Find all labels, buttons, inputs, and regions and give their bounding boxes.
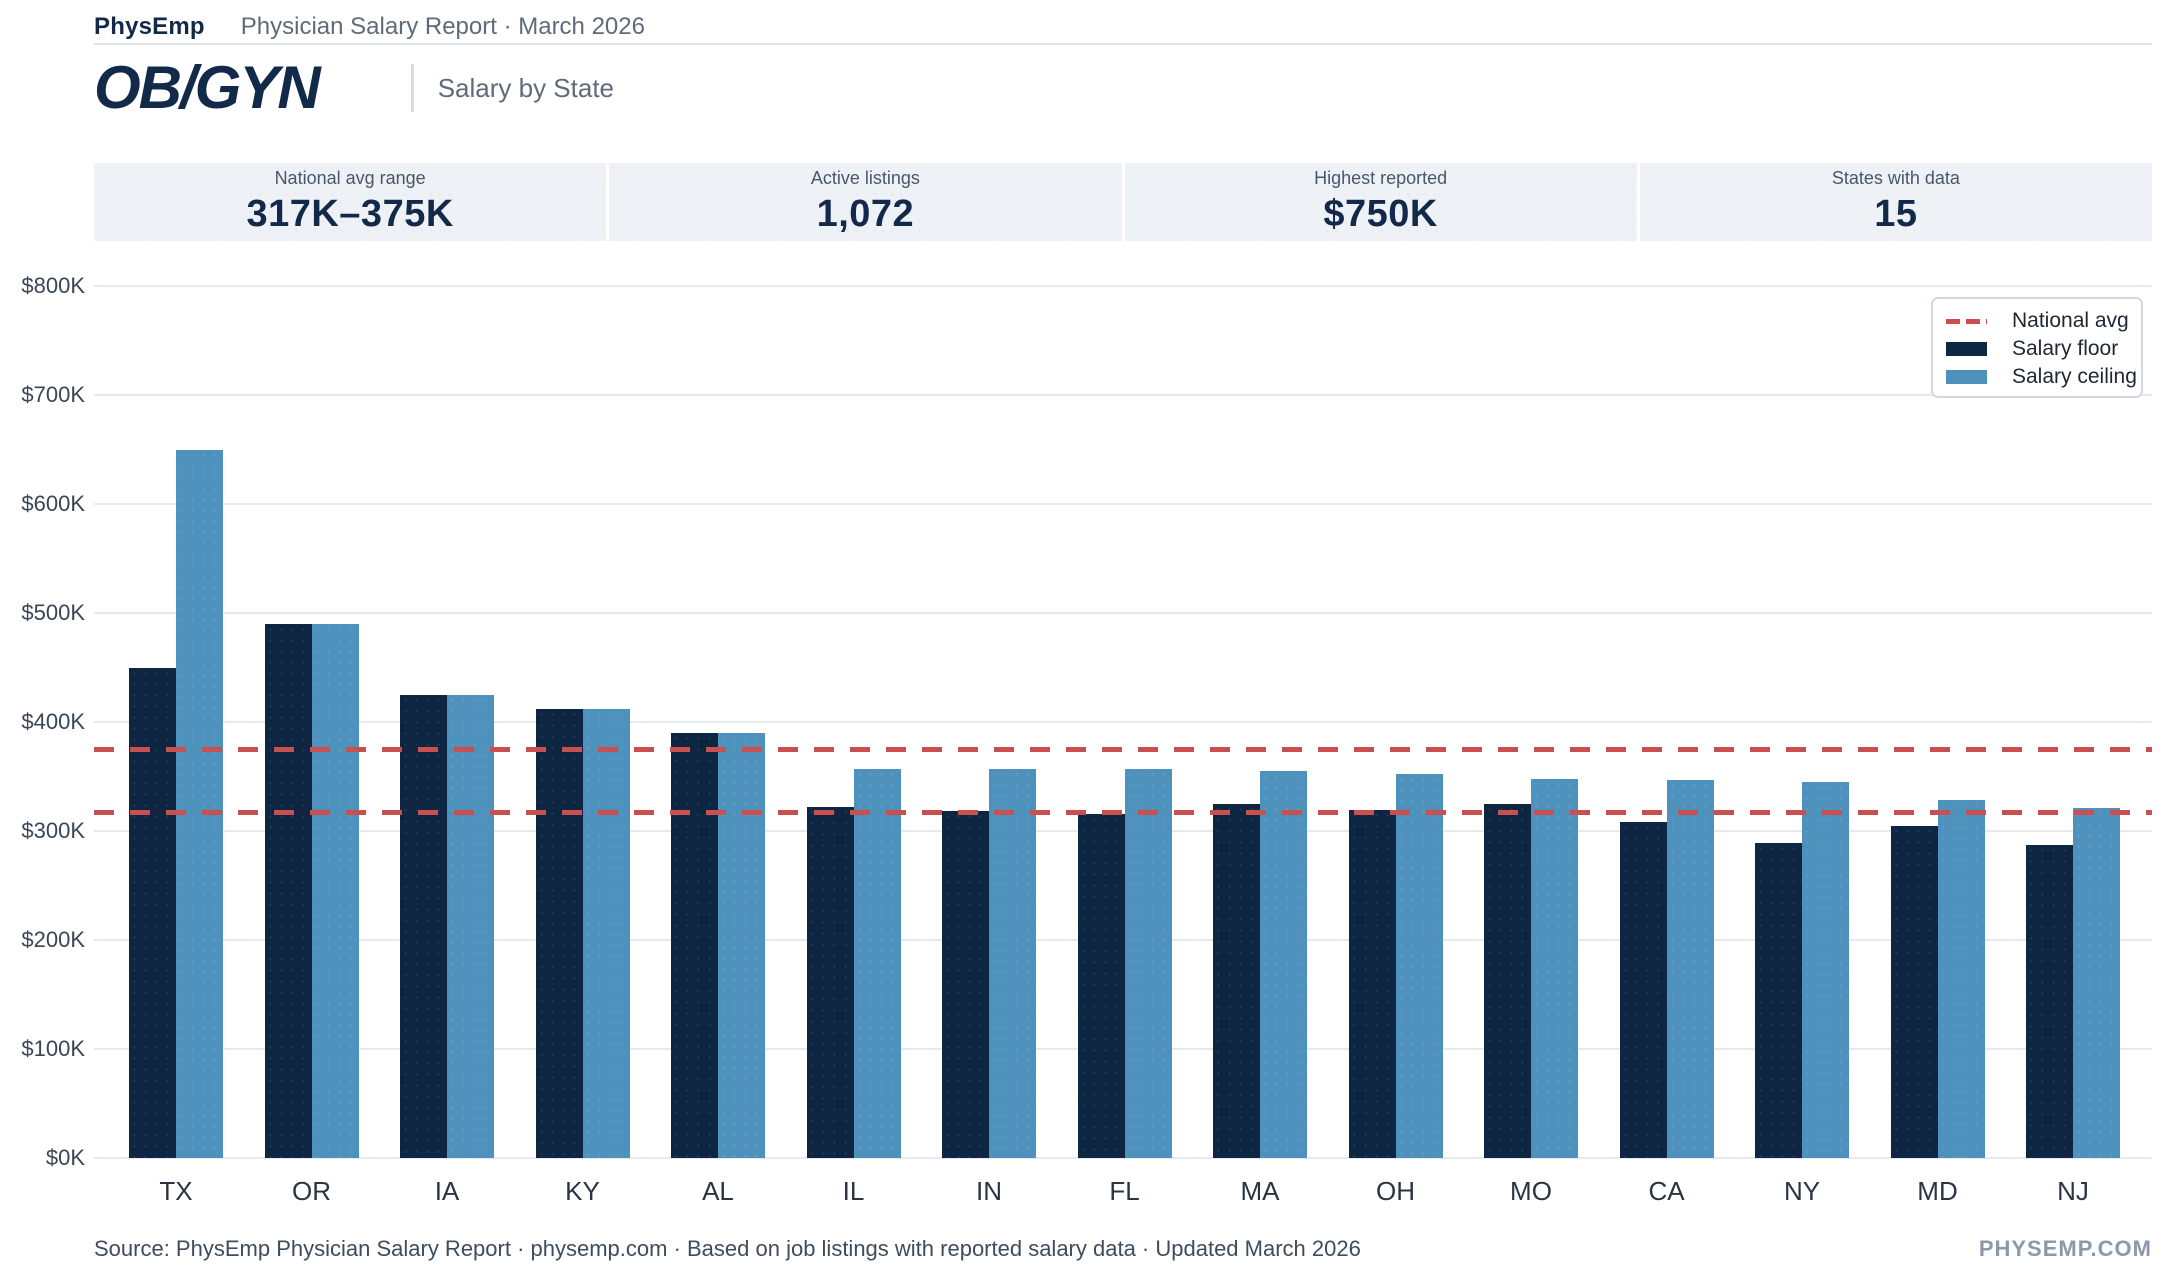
bar-salary-ceiling-CA bbox=[1666, 779, 1714, 1158]
legend-label: Salary ceiling bbox=[2012, 365, 2137, 388]
y-tick-label-600k: $600K bbox=[21, 491, 85, 516]
report-subtitle: Physician Salary Report · March 2026 bbox=[240, 12, 645, 40]
y-tick-label-400k: $400K bbox=[21, 709, 85, 734]
gridline-400k bbox=[94, 721, 2152, 723]
stat-states-with-data: States with data 15 bbox=[1639, 163, 2152, 241]
bar-salary-ceiling-NJ bbox=[2073, 808, 2120, 1158]
legend-item-salary-ceiling: Salary ceiling bbox=[1946, 363, 2141, 391]
gridline-800k bbox=[94, 285, 2152, 287]
bar-salary-floor-IN bbox=[942, 811, 989, 1158]
stat-label: Highest reported bbox=[1314, 168, 1448, 188]
bar-salary-floor-IL bbox=[806, 807, 854, 1158]
x-tick-label-KY: KY bbox=[565, 1176, 600, 1206]
bar-salary-floor-NJ bbox=[2026, 845, 2073, 1158]
stat-value: 1,072 bbox=[816, 193, 915, 235]
bar-salary-ceiling-IA bbox=[447, 694, 494, 1158]
bar-salary-ceiling-MA bbox=[1260, 771, 1307, 1158]
x-tick-label-NY: NY bbox=[1783, 1176, 1821, 1206]
x-tick-label-IL: IL bbox=[842, 1176, 865, 1206]
legend-item-national-avg: National avg bbox=[1946, 307, 2141, 335]
y-tick-label-500k: $500K bbox=[21, 600, 85, 625]
page-title-specialty: OB/GYN bbox=[94, 54, 321, 121]
title-row: OB/GYN Salary by State bbox=[94, 56, 614, 120]
y-tick-label-100k: $100K bbox=[21, 1036, 85, 1061]
x-tick-label-OH: OH bbox=[1376, 1176, 1415, 1206]
footer-source-line: Source: PhysEmp Physician Salary Report … bbox=[94, 1236, 1361, 1261]
national-avg-line-375k bbox=[94, 747, 2152, 753]
footer: Source: PhysEmp Physician Salary Report … bbox=[94, 1233, 2152, 1265]
bar-salary-floor-AL bbox=[671, 732, 718, 1158]
y-tick-label-700k: $700K bbox=[21, 382, 85, 407]
bar-salary-ceiling-AL bbox=[718, 732, 765, 1158]
bar-salary-floor-TX bbox=[129, 667, 176, 1158]
gridline-300k bbox=[94, 830, 2152, 832]
x-tick-label-NJ: NJ bbox=[2057, 1176, 2089, 1206]
title-divider bbox=[410, 64, 414, 112]
floor-swatch-icon bbox=[1946, 342, 1987, 356]
stat-value: $750K bbox=[1323, 193, 1438, 235]
stat-national-avg-range: National avg range 317K–375K bbox=[94, 163, 607, 241]
stat-highest-reported: Highest reported $750K bbox=[1124, 163, 1637, 241]
stat-active-listings: Active listings 1,072 bbox=[609, 163, 1122, 241]
bar-salary-floor-IA bbox=[400, 694, 447, 1158]
x-tick-label-IA: IA bbox=[434, 1176, 460, 1206]
stat-label: States with data bbox=[1831, 168, 1960, 188]
page-subtitle: Salary by State bbox=[437, 72, 615, 103]
bar-salary-floor-KY bbox=[535, 708, 583, 1158]
bar-salary-ceiling-TX bbox=[176, 449, 223, 1158]
x-tick-label-OR: OR bbox=[292, 1176, 331, 1206]
x-tick-label-TX: TX bbox=[159, 1176, 193, 1206]
y-tick-label-300k: $300K bbox=[21, 818, 85, 843]
x-tick-label-MD: MD bbox=[1917, 1176, 1958, 1206]
stat-value: 15 bbox=[1874, 193, 1918, 235]
bar-salary-floor-MD bbox=[1890, 825, 1938, 1158]
stats-row: National avg range 317K–375K Active list… bbox=[94, 163, 2152, 241]
ceiling-swatch-icon bbox=[1946, 370, 1987, 384]
bar-salary-floor-MA bbox=[1213, 803, 1260, 1158]
dashed-line-icon bbox=[1946, 318, 1987, 324]
stat-value: 317K–375K bbox=[246, 193, 454, 235]
gridline-600k bbox=[94, 503, 2152, 505]
x-tick-label-CA: CA bbox=[1648, 1176, 1685, 1206]
bar-salary-ceiling-OR bbox=[311, 623, 359, 1158]
national-avg-line-317k bbox=[94, 810, 2152, 816]
bar-salary-ceiling-MO bbox=[1531, 778, 1578, 1158]
y-tick-label-0k: $0K bbox=[45, 1145, 85, 1170]
stat-label: Active listings bbox=[810, 168, 920, 188]
footer-watermark: PHYSEMP.COM bbox=[1978, 1236, 2152, 1261]
x-tick-label-MO: MO bbox=[1510, 1176, 1552, 1206]
bar-salary-floor-CA bbox=[1619, 822, 1667, 1158]
bar-salary-floor-OH bbox=[1348, 810, 1396, 1158]
x-tick-label-MA: MA bbox=[1240, 1176, 1280, 1206]
legend-item-salary-floor: Salary floor bbox=[1946, 335, 2141, 363]
gridline-500k bbox=[94, 612, 2152, 614]
gridline-200k bbox=[94, 939, 2152, 941]
header-bar: PhysEmp Physician Salary Report · March … bbox=[94, 10, 2152, 45]
chart-legend: National avg Salary floor Salary ceiling bbox=[1931, 297, 2143, 398]
gridline-700k bbox=[94, 394, 2152, 396]
gridline-0k bbox=[94, 1157, 2152, 1159]
y-tick-label-800k: $800K bbox=[21, 273, 85, 298]
legend-label: Salary floor bbox=[2012, 337, 2119, 360]
bar-salary-ceiling-OH bbox=[1395, 774, 1443, 1158]
stat-label: National avg range bbox=[274, 168, 426, 188]
bar-salary-ceiling-KY bbox=[582, 708, 630, 1158]
x-tick-label-AL: AL bbox=[702, 1176, 734, 1206]
legend-label: National avg bbox=[2012, 309, 2129, 332]
bar-salary-ceiling-MD bbox=[1937, 800, 1985, 1158]
gridline-100k bbox=[94, 1048, 2152, 1050]
x-tick-label-FL: FL bbox=[1109, 1176, 1140, 1206]
bar-salary-ceiling-NY bbox=[1802, 781, 1849, 1158]
bar-salary-floor-MO bbox=[1484, 803, 1531, 1158]
bar-salary-floor-NY bbox=[1755, 842, 1802, 1158]
x-tick-label-IN: IN bbox=[976, 1176, 1002, 1206]
bar-salary-floor-OR bbox=[264, 623, 312, 1158]
bar-salary-floor-FL bbox=[1077, 813, 1125, 1158]
bar-salary-ceiling-FL bbox=[1124, 768, 1172, 1158]
brand-logo-text: PhysEmp bbox=[94, 12, 205, 40]
y-tick-label-200k: $200K bbox=[21, 927, 85, 952]
bar-salary-ceiling-IN bbox=[989, 768, 1036, 1158]
bar-salary-ceiling-IL bbox=[853, 768, 901, 1158]
